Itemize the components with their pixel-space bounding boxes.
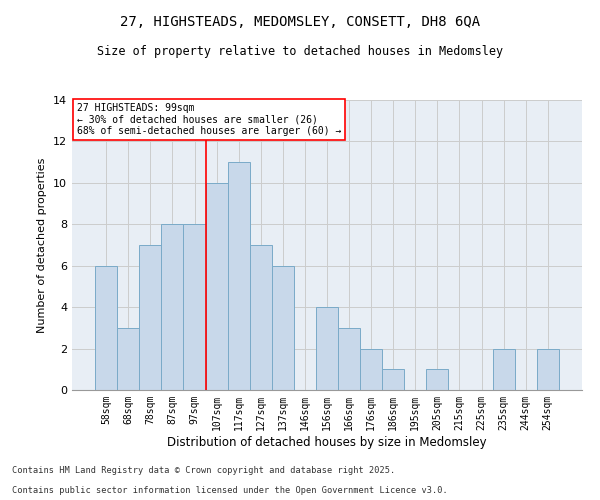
Bar <box>427 370 448 390</box>
Text: Contains public sector information licensed under the Open Government Licence v3: Contains public sector information licen… <box>12 486 448 495</box>
Text: Contains HM Land Registry data © Crown copyright and database right 2025.: Contains HM Land Registry data © Crown c… <box>12 466 395 475</box>
Bar <box>161 224 184 390</box>
Bar <box>139 245 161 390</box>
Bar <box>338 328 360 390</box>
Bar <box>382 370 404 390</box>
X-axis label: Distribution of detached houses by size in Medomsley: Distribution of detached houses by size … <box>167 436 487 448</box>
Bar <box>493 348 515 390</box>
Text: 27, HIGHSTEADS, MEDOMSLEY, CONSETT, DH8 6QA: 27, HIGHSTEADS, MEDOMSLEY, CONSETT, DH8 … <box>120 15 480 29</box>
Bar <box>250 245 272 390</box>
Bar <box>537 348 559 390</box>
Bar <box>316 307 338 390</box>
Text: 27 HIGHSTEADS: 99sqm
← 30% of detached houses are smaller (26)
68% of semi-detac: 27 HIGHSTEADS: 99sqm ← 30% of detached h… <box>77 103 341 136</box>
Y-axis label: Number of detached properties: Number of detached properties <box>37 158 47 332</box>
Bar <box>360 348 382 390</box>
Bar <box>95 266 117 390</box>
Bar <box>272 266 294 390</box>
Bar <box>184 224 206 390</box>
Bar <box>117 328 139 390</box>
Text: Size of property relative to detached houses in Medomsley: Size of property relative to detached ho… <box>97 45 503 58</box>
Bar <box>227 162 250 390</box>
Bar <box>206 183 227 390</box>
